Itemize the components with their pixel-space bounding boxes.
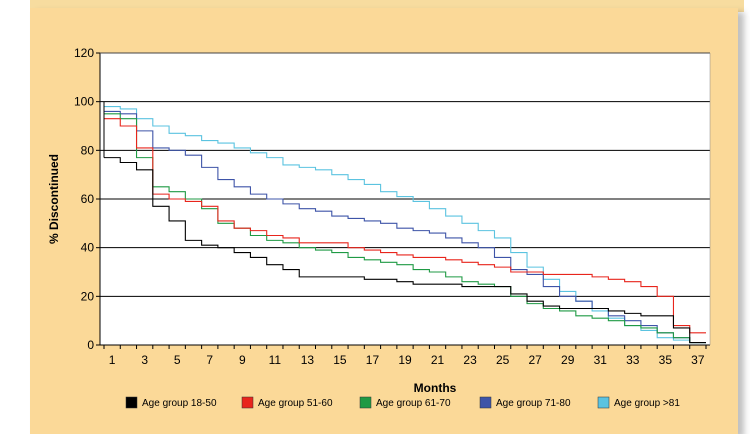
x-tick-label: 7 [206, 353, 213, 367]
chart-panel: 0 20 40 60 80 100 120 1 3 5 7 9 11 13 15 17 19 21 23 25 27 2… [30, 8, 738, 434]
series-line-5 [104, 105, 706, 344]
series-line-2 [104, 118, 706, 334]
y-tick-label: 80 [81, 143, 95, 157]
x-tick-label: 25 [496, 353, 510, 367]
x-tick-label: 23 [463, 353, 477, 367]
legend-swatch [125, 396, 138, 409]
x-tick-label: 11 [269, 353, 282, 367]
axes [96, 52, 711, 349]
y-tick-label: 100 [74, 95, 94, 109]
x-tick-label: 31 [594, 353, 608, 367]
legend-swatch [597, 396, 610, 409]
legend-label: Age group >81 [614, 398, 680, 409]
legend-swatch [479, 396, 492, 409]
y-tick-labels: 0 20 40 60 80 100 120 [74, 46, 94, 352]
x-tick-label: 19 [398, 353, 412, 367]
legend-swatch [241, 396, 254, 409]
x-tick-label: 33 [626, 353, 640, 367]
legend-label: Age group 71-80 [496, 398, 571, 409]
x-tick-label: 3 [141, 353, 148, 367]
x-tick-label: 5 [174, 353, 181, 367]
series-line-1 [104, 157, 706, 344]
y-tick-label: 20 [81, 289, 95, 303]
y-tick-label: 60 [81, 192, 95, 206]
legend-swatch [359, 396, 372, 409]
x-tick-label: 29 [561, 353, 575, 367]
y-axis-title: % Discontinued [47, 154, 61, 244]
legend-label: Age group 51-60 [258, 398, 333, 409]
y-tick-label: 0 [87, 338, 94, 352]
x-tick-label: 1 [109, 353, 116, 367]
x-tick-label: 35 [659, 353, 673, 367]
series-lines [103, 101, 706, 344]
x-tick-label: 13 [301, 353, 315, 367]
x-tick-label: 27 [528, 353, 542, 367]
y-tick-label: 120 [74, 46, 94, 60]
x-axis-title: Months [414, 381, 457, 395]
x-tick-labels: 1 3 5 7 9 11 13 15 17 19 21 23 25 27 29 31 33 35 37 [109, 353, 705, 367]
legend-label: Age group 18-50 [142, 398, 217, 409]
x-tick-label: 9 [239, 353, 246, 367]
x-tick-label: 17 [366, 353, 380, 367]
legend: Age group 18-50 Age group 51-60 Age group … [125, 396, 680, 409]
legend-label: Age group 61-70 [376, 398, 451, 409]
series-line-3 [104, 113, 706, 344]
x-tick-label: 15 [333, 353, 347, 367]
y-tick-label: 40 [81, 241, 95, 255]
x-tick-label: 37 [691, 353, 705, 367]
x-tick-label: 21 [431, 353, 445, 367]
